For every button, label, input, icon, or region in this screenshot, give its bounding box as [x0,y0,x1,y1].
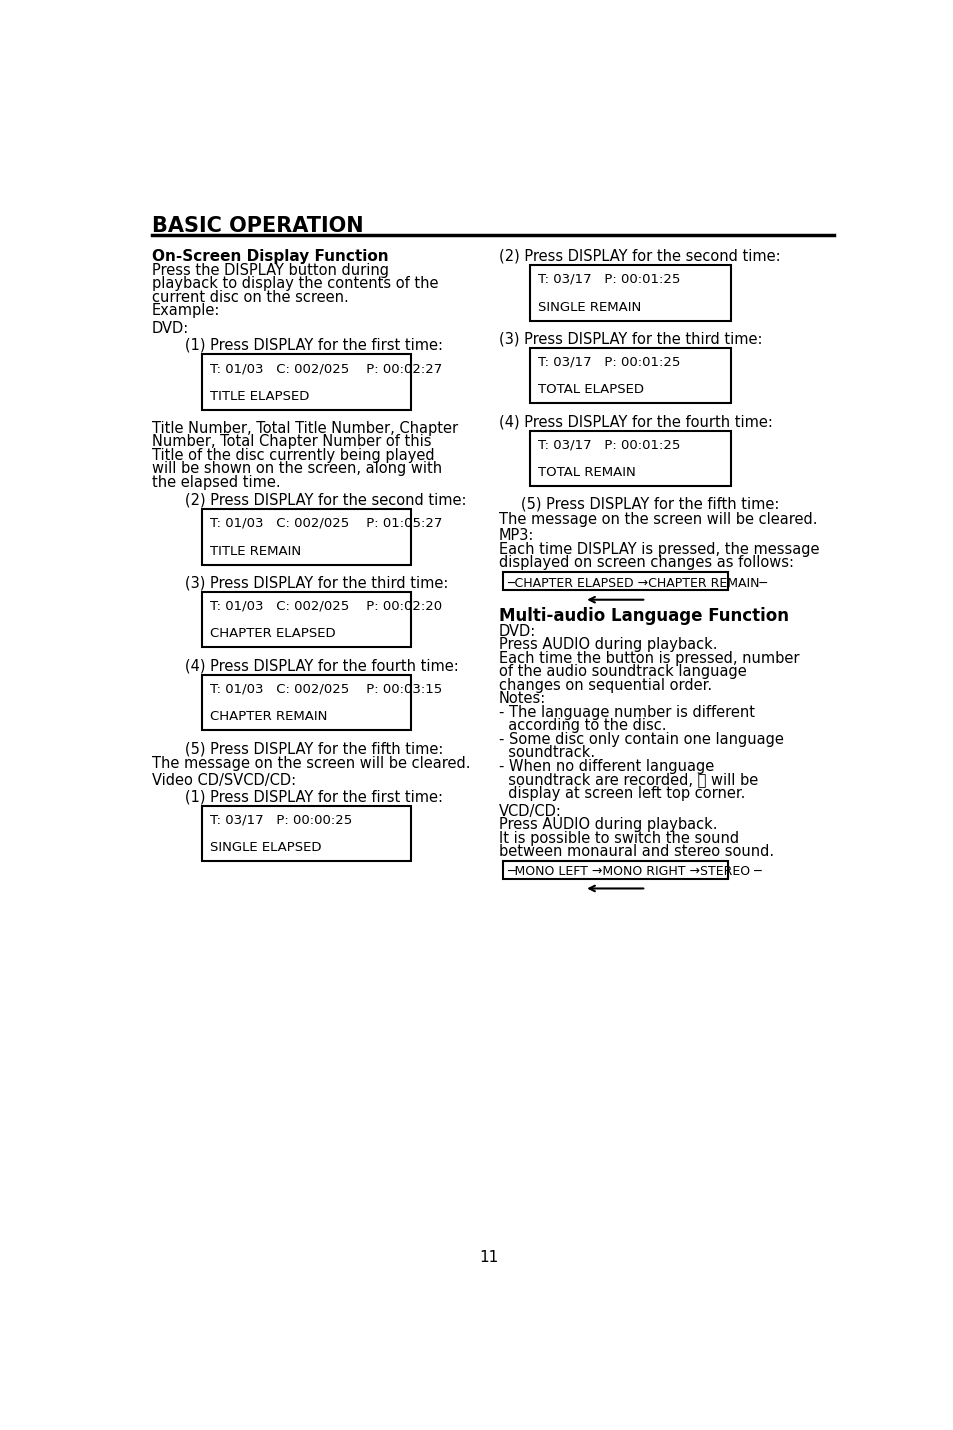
Text: Press AUDIO during playback.: Press AUDIO during playback. [498,638,717,652]
Text: T: 03/17   P: 00:01:25: T: 03/17 P: 00:01:25 [537,356,679,369]
Text: Press AUDIO during playback.: Press AUDIO during playback. [498,817,717,832]
Text: - When no different language: - When no different language [498,759,714,774]
Text: changes on sequential order.: changes on sequential order. [498,678,711,694]
Text: ─CHAPTER ELAPSED →CHAPTER REMAIN─: ─CHAPTER ELAPSED →CHAPTER REMAIN─ [507,576,767,589]
Text: DVD:: DVD: [152,322,189,336]
Text: the elapsed time.: the elapsed time. [152,475,280,489]
Text: VCD/CD:: VCD/CD: [498,804,561,819]
Text: TOTAL ELAPSED: TOTAL ELAPSED [537,383,643,396]
Text: CHAPTER REMAIN: CHAPTER REMAIN [210,711,327,724]
Text: TITLE ELAPSED: TITLE ELAPSED [210,390,309,403]
Text: (4) Press DISPLAY for the fourth time:: (4) Press DISPLAY for the fourth time: [171,658,458,674]
Text: (3) Press DISPLAY for the third time:: (3) Press DISPLAY for the third time: [171,575,448,591]
Text: T: 03/17   P: 00:00:25: T: 03/17 P: 00:00:25 [210,814,352,827]
Text: (2) Press DISPLAY for the second time:: (2) Press DISPLAY for the second time: [171,493,466,508]
Text: On-Screen Display Function: On-Screen Display Function [152,249,388,263]
Text: Title Number, Total Title Number, Chapter: Title Number, Total Title Number, Chapte… [152,420,457,436]
Text: T: 01/03   C: 002/025    P: 00:02:27: T: 01/03 C: 002/025 P: 00:02:27 [210,362,441,375]
Text: CHAPTER ELAPSED: CHAPTER ELAPSED [210,628,335,641]
Text: TOTAL REMAIN: TOTAL REMAIN [537,466,635,479]
Text: T: 03/17   P: 00:01:25: T: 03/17 P: 00:01:25 [537,273,679,286]
Text: BASIC OPERATION: BASIC OPERATION [152,216,363,236]
Bar [202,592,411,648]
Bar [202,355,411,410]
Text: current disc on the screen.: current disc on the screen. [152,290,348,305]
Bar [530,430,731,486]
Text: (1) Press DISPLAY for the first time:: (1) Press DISPLAY for the first time: [171,337,443,353]
Bar [502,572,727,591]
Bar [530,265,731,320]
Text: display at screen left top corner.: display at screen left top corner. [498,785,744,801]
Text: will be shown on the screen, along with: will be shown on the screen, along with [152,460,441,476]
Text: T: 01/03   C: 002/025    P: 00:02:20: T: 01/03 C: 002/025 P: 00:02:20 [210,599,441,612]
Text: (3) Press DISPLAY for the third time:: (3) Press DISPLAY for the third time: [498,332,761,346]
Bar [202,675,411,731]
Text: (4) Press DISPLAY for the fourth time:: (4) Press DISPLAY for the fourth time: [498,415,772,429]
Text: T: 01/03   C: 002/025    P: 00:03:15: T: 01/03 C: 002/025 P: 00:03:15 [210,682,441,695]
Text: Number, Total Chapter Number of this: Number, Total Chapter Number of this [152,435,431,449]
Text: The message on the screen will be cleared.: The message on the screen will be cleare… [152,756,470,771]
Text: SINGLE ELAPSED: SINGLE ELAPSED [210,841,321,854]
Text: Example:: Example: [152,303,220,319]
Text: T: 03/17   P: 00:01:25: T: 03/17 P: 00:01:25 [537,439,679,452]
Bar [530,347,731,403]
Bar [202,509,411,565]
Text: DVD:: DVD: [498,623,536,639]
Bar [502,861,727,879]
Text: Title of the disc currently being played: Title of the disc currently being played [152,448,434,463]
Text: soundtrack are recorded, Ⓢ will be: soundtrack are recorded, Ⓢ will be [498,772,758,787]
Text: Press the DISPLAY button during: Press the DISPLAY button during [152,263,389,277]
Text: TITLE REMAIN: TITLE REMAIN [210,545,301,558]
Text: - The language number is different: - The language number is different [498,705,754,719]
Text: (5) Press DISPLAY for the fifth time:: (5) Press DISPLAY for the fifth time: [171,741,443,756]
Text: displayed on screen changes as follows:: displayed on screen changes as follows: [498,555,793,571]
Text: - Some disc only contain one language: - Some disc only contain one language [498,732,783,746]
Text: (1) Press DISPLAY for the first time:: (1) Press DISPLAY for the first time: [171,789,443,804]
Text: Video CD/SVCD/CD:: Video CD/SVCD/CD: [152,772,295,788]
Text: The message on the screen will be cleared.: The message on the screen will be cleare… [498,512,817,526]
Text: soundtrack.: soundtrack. [498,745,595,761]
Text: MP3:: MP3: [498,529,534,543]
Text: Each time DISPLAY is pressed, the message: Each time DISPLAY is pressed, the messag… [498,542,819,556]
Text: ─MONO LEFT →MONO RIGHT →STEREO ─: ─MONO LEFT →MONO RIGHT →STEREO ─ [507,865,761,878]
Text: 11: 11 [478,1250,498,1264]
Text: according to the disc.: according to the disc. [498,718,666,734]
Text: Multi-audio Language Function: Multi-audio Language Function [498,608,788,625]
Text: (2) Press DISPLAY for the second time:: (2) Press DISPLAY for the second time: [498,249,780,263]
Text: playback to display the contents of the: playback to display the contents of the [152,276,437,292]
Text: of the audio soundtrack language: of the audio soundtrack language [498,665,746,679]
Text: SINGLE REMAIN: SINGLE REMAIN [537,300,640,313]
Text: between monaural and stereo sound.: between monaural and stereo sound. [498,844,773,859]
Bar [202,805,411,861]
Text: Notes:: Notes: [498,691,546,706]
Text: (5) Press DISPLAY for the fifth time:: (5) Press DISPLAY for the fifth time: [506,496,779,512]
Text: Each time the button is pressed, number: Each time the button is pressed, number [498,651,799,666]
Text: T: 01/03   C: 002/025    P: 01:05:27: T: 01/03 C: 002/025 P: 01:05:27 [210,516,442,531]
Text: It is possible to switch the sound: It is possible to switch the sound [498,831,739,845]
